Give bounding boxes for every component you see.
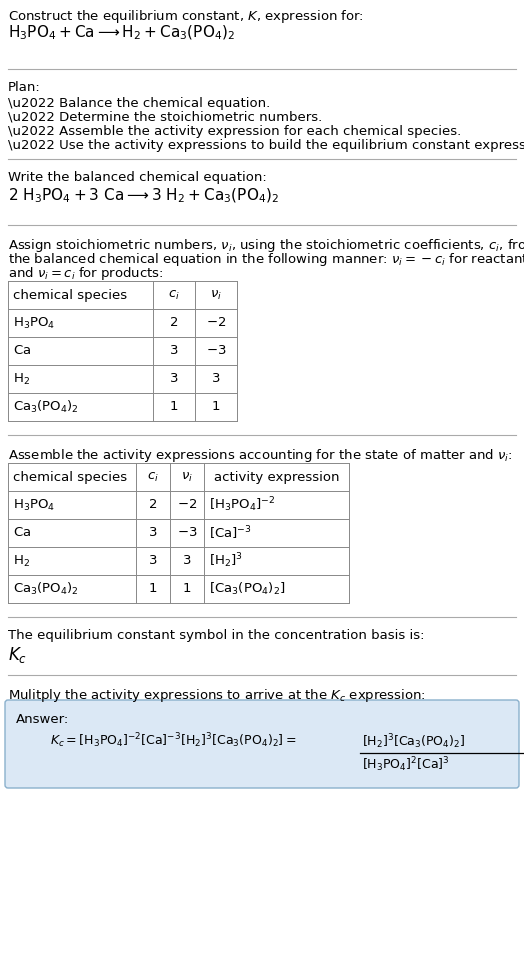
Text: chemical species: chemical species (13, 289, 127, 301)
Text: 3: 3 (149, 554, 157, 568)
Text: activity expression: activity expression (214, 471, 339, 483)
Text: $c_i$: $c_i$ (168, 289, 180, 301)
Text: 3: 3 (183, 554, 191, 568)
Text: Answer:: Answer: (16, 713, 69, 726)
Text: Plan:: Plan: (8, 81, 41, 94)
Text: $\nu_i$: $\nu_i$ (210, 289, 222, 301)
Text: $[\mathrm{H_2}]^3 [\mathrm{Ca_3(PO_4)_2}]$: $[\mathrm{H_2}]^3 [\mathrm{Ca_3(PO_4)_2}… (362, 733, 465, 751)
Text: $\mathrm{Ca}$: $\mathrm{Ca}$ (13, 344, 31, 358)
Text: $[\mathrm{H_2}]^3$: $[\mathrm{H_2}]^3$ (209, 551, 243, 571)
Text: \u2022 Use the activity expressions to build the equilibrium constant expression: \u2022 Use the activity expressions to b… (8, 139, 524, 152)
Text: \u2022 Determine the stoichiometric numbers.: \u2022 Determine the stoichiometric numb… (8, 111, 322, 124)
Text: 3: 3 (170, 344, 178, 358)
Text: Mulitply the activity expressions to arrive at the $K_c$ expression:: Mulitply the activity expressions to arr… (8, 687, 426, 704)
Text: 1: 1 (170, 401, 178, 413)
Text: 3: 3 (149, 526, 157, 540)
Text: \u2022 Balance the chemical equation.: \u2022 Balance the chemical equation. (8, 97, 270, 110)
FancyBboxPatch shape (5, 700, 519, 788)
Text: 3: 3 (170, 372, 178, 386)
Text: and $\nu_i = c_i$ for products:: and $\nu_i = c_i$ for products: (8, 265, 163, 282)
Text: Assign stoichiometric numbers, $\nu_i$, using the stoichiometric coefficients, $: Assign stoichiometric numbers, $\nu_i$, … (8, 237, 524, 254)
Text: 2: 2 (170, 316, 178, 330)
Text: $\mathrm{H_3PO_4}$: $\mathrm{H_3PO_4}$ (13, 498, 55, 512)
Text: \u2022 Assemble the activity expression for each chemical species.: \u2022 Assemble the activity expression … (8, 125, 461, 138)
Text: $[\mathrm{Ca}]^{-3}$: $[\mathrm{Ca}]^{-3}$ (209, 525, 252, 542)
Text: $K_c = [\mathrm{H_3PO_4}]^{-2} [\mathrm{Ca}]^{-3} [\mathrm{H_2}]^3 [\mathrm{Ca_3: $K_c = [\mathrm{H_3PO_4}]^{-2} [\mathrm{… (50, 731, 297, 750)
Text: $\mathrm{2\ H_3PO_4 + 3\ Ca \longrightarrow 3\ H_2 + Ca_3(PO_4)_2}$: $\mathrm{2\ H_3PO_4 + 3\ Ca \longrightar… (8, 187, 279, 205)
Text: $\nu_i$: $\nu_i$ (181, 471, 193, 483)
Text: 3: 3 (212, 372, 220, 386)
Text: $[\mathrm{H_3PO_4}]^2 [\mathrm{Ca}]^3$: $[\mathrm{H_3PO_4}]^2 [\mathrm{Ca}]^3$ (362, 755, 450, 774)
Text: $-2$: $-2$ (206, 316, 226, 330)
Text: $\mathrm{H_2}$: $\mathrm{H_2}$ (13, 553, 30, 569)
Text: 1: 1 (183, 582, 191, 596)
Text: the balanced chemical equation in the following manner: $\nu_i = -c_i$ for react: the balanced chemical equation in the fo… (8, 251, 524, 268)
Text: The equilibrium constant symbol in the concentration basis is:: The equilibrium constant symbol in the c… (8, 629, 424, 642)
Text: Assemble the activity expressions accounting for the state of matter and $\nu_i$: Assemble the activity expressions accoun… (8, 447, 512, 464)
Text: Write the balanced chemical equation:: Write the balanced chemical equation: (8, 171, 267, 184)
Text: $-3$: $-3$ (177, 526, 197, 540)
Text: $\mathrm{Ca_3(PO_4)_2}$: $\mathrm{Ca_3(PO_4)_2}$ (13, 399, 79, 415)
Text: $\mathrm{H_2}$: $\mathrm{H_2}$ (13, 371, 30, 386)
Text: $\mathrm{H_3PO_4 + Ca \longrightarrow H_2 + Ca_3(PO_4)_2}$: $\mathrm{H_3PO_4 + Ca \longrightarrow H_… (8, 24, 235, 42)
Text: $[\mathrm{H_3PO_4}]^{-2}$: $[\mathrm{H_3PO_4}]^{-2}$ (209, 496, 275, 514)
Text: $\mathrm{H_3PO_4}$: $\mathrm{H_3PO_4}$ (13, 316, 55, 331)
Text: 2: 2 (149, 499, 157, 511)
Text: $c_i$: $c_i$ (147, 471, 159, 483)
Text: $-2$: $-2$ (177, 499, 197, 511)
Text: $[\mathrm{Ca_3(PO_4)_2}]$: $[\mathrm{Ca_3(PO_4)_2}]$ (209, 581, 286, 597)
Text: $-3$: $-3$ (206, 344, 226, 358)
Text: chemical species: chemical species (13, 471, 127, 483)
Text: $K_c$: $K_c$ (8, 645, 27, 665)
Text: 1: 1 (149, 582, 157, 596)
Text: 1: 1 (212, 401, 220, 413)
Text: Construct the equilibrium constant, $K$, expression for:: Construct the equilibrium constant, $K$,… (8, 8, 364, 25)
Text: $\mathrm{Ca_3(PO_4)_2}$: $\mathrm{Ca_3(PO_4)_2}$ (13, 581, 79, 597)
Text: $\mathrm{Ca}$: $\mathrm{Ca}$ (13, 526, 31, 540)
